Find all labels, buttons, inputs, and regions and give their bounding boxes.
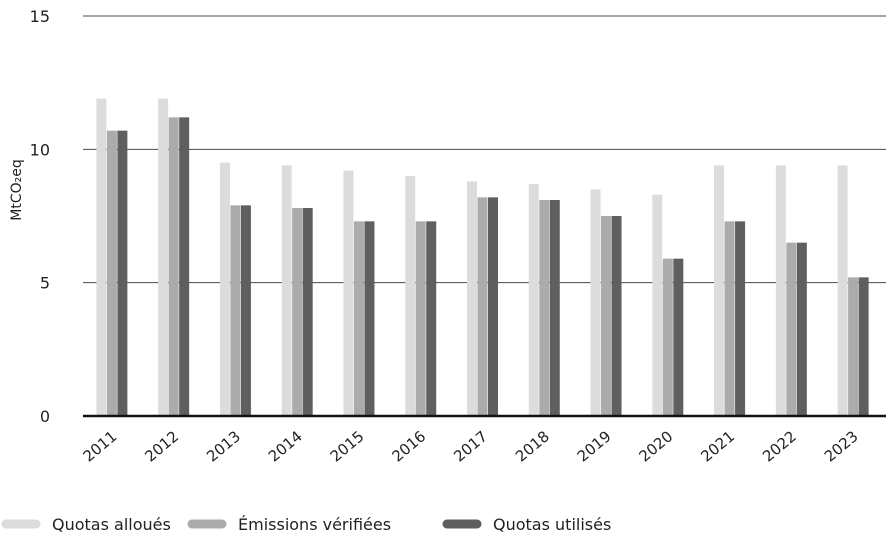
bar xyxy=(230,205,241,416)
x-tick-label: 2018 xyxy=(512,427,553,465)
x-tick-label: 2015 xyxy=(327,427,368,465)
bar xyxy=(281,165,292,416)
bar xyxy=(488,197,498,416)
bar xyxy=(179,117,190,416)
bar xyxy=(467,181,477,416)
legend-label: Émissions vérifiées xyxy=(238,515,391,534)
x-tick-label: 2012 xyxy=(141,427,182,465)
y-tick-label: 0 xyxy=(40,407,50,426)
bar xyxy=(539,200,550,416)
bar xyxy=(117,130,128,416)
bar xyxy=(662,258,673,416)
bar xyxy=(426,221,437,416)
x-tick-label: 2011 xyxy=(80,427,121,465)
legend-label: Quotas utilisés xyxy=(493,515,611,534)
bar xyxy=(415,221,426,416)
bar xyxy=(673,258,684,416)
y-tick-label: 15 xyxy=(30,7,50,26)
bar xyxy=(601,216,612,416)
x-tick-label: 2014 xyxy=(265,427,306,465)
x-tick-label: 2023 xyxy=(821,427,862,465)
x-tick-label: 2019 xyxy=(574,427,615,465)
bar xyxy=(353,221,364,416)
bar xyxy=(786,242,797,416)
bar xyxy=(240,205,251,416)
bar xyxy=(96,98,107,417)
x-tick-label: 2013 xyxy=(203,427,244,465)
bar xyxy=(343,170,354,416)
bar xyxy=(528,184,539,416)
y-axis-label: MtCO₂eq xyxy=(9,159,25,220)
legend-label: Quotas alloués xyxy=(52,515,171,534)
bar xyxy=(837,165,848,416)
bar xyxy=(292,208,303,416)
bar xyxy=(302,208,313,416)
bar xyxy=(724,221,735,416)
bar xyxy=(590,189,601,416)
x-tick-label: 2020 xyxy=(636,427,677,465)
bar xyxy=(714,165,725,416)
y-tick-label: 5 xyxy=(40,274,50,293)
x-tick-label: 2016 xyxy=(388,427,429,465)
bar xyxy=(775,165,786,416)
bar xyxy=(858,277,869,416)
bar xyxy=(106,130,117,416)
bar xyxy=(848,277,859,416)
bar xyxy=(611,216,622,416)
x-tick-label: 2021 xyxy=(697,427,738,465)
bar xyxy=(735,221,746,416)
x-tick-label: 2022 xyxy=(759,427,800,465)
bar xyxy=(652,194,663,416)
bar xyxy=(477,197,488,416)
bar xyxy=(549,200,560,416)
bar xyxy=(158,98,169,417)
bar xyxy=(796,242,807,416)
bar xyxy=(168,117,179,416)
x-tick-label: 2017 xyxy=(450,427,491,465)
bar xyxy=(219,162,230,416)
bar xyxy=(405,176,416,416)
bar xyxy=(364,221,375,416)
y-tick-label: 10 xyxy=(30,140,50,159)
